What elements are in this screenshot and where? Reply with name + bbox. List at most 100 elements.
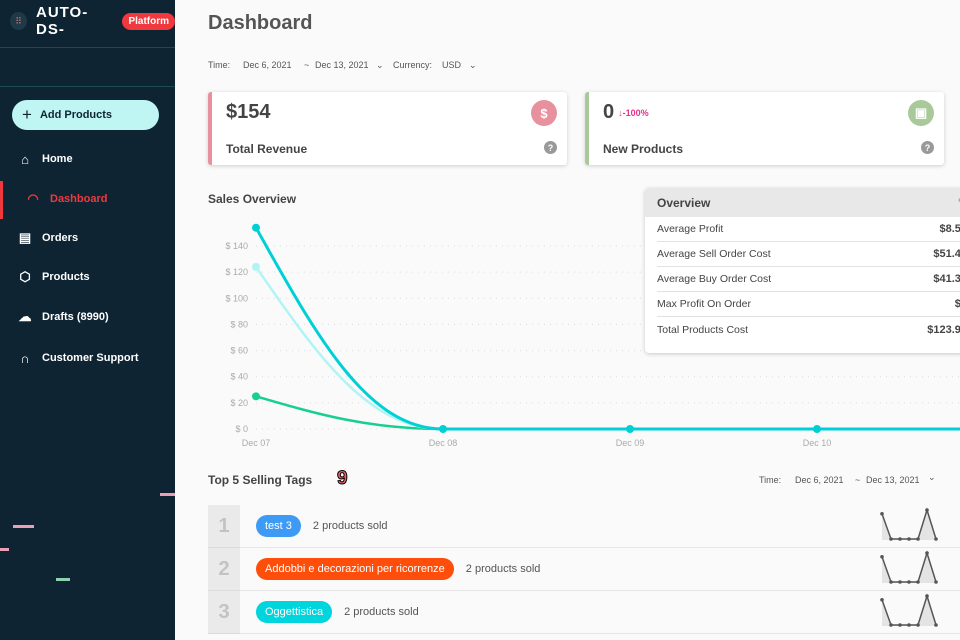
chevron-down-icon[interactable]: ⌄ — [376, 60, 384, 70]
plus-icon: + — [22, 105, 32, 124]
sparkline-point — [907, 580, 911, 584]
sparkline-point — [880, 554, 884, 559]
overview-row-value: $51.43 — [933, 248, 960, 260]
add-products-label: Add Products — [39, 109, 113, 121]
sidebar-item-home[interactable]: ⌂ Home — [0, 148, 175, 170]
y-tick-label: $ 0 — [235, 424, 248, 434]
tag-pill[interactable]: Oggettistica — [256, 601, 333, 623]
home-icon: ⌂ — [21, 151, 29, 167]
rank-number: 3 — [208, 590, 240, 634]
sidebar-item-orders[interactable]: ▤ Orders — [0, 227, 175, 249]
tags-date-separator: ~ — [855, 475, 861, 485]
end-date[interactable]: Dec 13, 2021 — [315, 60, 369, 70]
box-icon: ▣ — [908, 100, 934, 126]
tag-pill[interactable]: Addobbi e decorazioni per ricorrenze — [256, 558, 454, 580]
x-tick-label: Dec 09 — [616, 438, 645, 448]
platform-badge: Platform — [122, 12, 175, 30]
currency-select[interactable]: USD — [442, 60, 462, 70]
start-date[interactable]: Dec 6, 2021 — [243, 60, 292, 70]
products-sold: 2 products sold — [312, 520, 388, 532]
help-icon[interactable]: ? — [921, 141, 934, 154]
clipboard-icon: ▤ — [18, 230, 32, 245]
overview-row-value: $41.32 — [933, 273, 960, 285]
marker-number: 9 — [337, 468, 349, 490]
tag-row: 2 Addobbi e decorazioni per ricorrenze 2… — [208, 547, 960, 591]
currency-label: Currency: — [393, 60, 433, 70]
data-point — [813, 425, 821, 433]
nav-label: Dashboard — [50, 193, 108, 205]
apps-grid-icon[interactable]: ⠿ — [10, 12, 27, 30]
x-tick-label: Dec 10 — [803, 438, 832, 448]
overview-row-value: $123.97 — [927, 323, 960, 336]
sparkline-point — [916, 623, 920, 627]
overview-row-label: Total Products Cost — [657, 323, 749, 336]
decoration — [0, 548, 9, 551]
overview-row-label: Max Profit On Order — [657, 298, 751, 310]
sparkline-point — [907, 537, 911, 541]
chevron-down-icon[interactable]: ⌄ — [928, 472, 936, 482]
change-indicator: ↓-100% — [618, 107, 649, 118]
x-tick-label: Dec 08 — [429, 438, 458, 448]
y-tick-label: $ 60 — [230, 346, 248, 356]
sparkline-point — [898, 580, 902, 584]
nav-label: Home — [42, 153, 73, 165]
overview-row: Average Buy Order Cost $41.32 — [657, 267, 960, 292]
sparkline-area — [882, 510, 936, 540]
nav-label: Drafts (8990) — [42, 311, 109, 323]
decoration — [13, 525, 34, 528]
gauge-icon: ◠ — [27, 191, 39, 206]
sidebar-item-drafts[interactable]: ☁ Drafts (8990) — [0, 306, 175, 328]
overview-row-value: $0 — [954, 298, 960, 310]
sidebar-item-products[interactable]: ⬡ Products — [0, 266, 175, 288]
cloud-upload-icon: ☁ — [18, 309, 32, 324]
tag-pill[interactable]: test 3 — [256, 515, 301, 537]
y-tick-label: $ 140 — [225, 241, 248, 251]
y-tick-label: $ 100 — [225, 293, 248, 303]
sparkline-area — [882, 596, 936, 626]
tag-row: 1 test 3 2 products sold — [208, 504, 960, 548]
sidebar-item-customer-support[interactable]: ∩ Customer Support — [0, 347, 175, 369]
sparkline — [880, 593, 938, 627]
logo-text: AUTO-DS- — [35, 4, 89, 38]
nav-label: Customer Support — [42, 352, 139, 364]
dollar-icon: $ — [531, 100, 557, 126]
sidebar: ⠿ AUTO-DS- Platform + Add Products ⌂ Home … — [0, 0, 175, 640]
tags-start-date[interactable]: Dec 6, 2021 — [795, 475, 844, 485]
add-products-button[interactable]: + Add Products — [12, 100, 159, 130]
data-point — [252, 223, 260, 232]
tags-end-date[interactable]: Dec 13, 2021 — [866, 475, 920, 485]
tag-row: 3 Oggettistica 2 products sold — [208, 590, 960, 634]
sparkline-point — [880, 597, 884, 602]
rank-number: 1 — [208, 504, 240, 548]
pencil-icon[interactable]: ✎ — [958, 196, 960, 209]
sparkline-point — [925, 594, 929, 598]
overview-row-label: Average Buy Order Cost — [657, 273, 772, 285]
help-icon[interactable]: ? — [544, 141, 557, 154]
overview-title: Overview — [657, 195, 711, 210]
series-line-0 — [254, 226, 960, 431]
tags-time-label: Time: — [759, 475, 782, 485]
card-accent — [585, 92, 589, 165]
sparkline-point — [925, 508, 929, 512]
overview-row-value: $8.57 — [939, 223, 960, 235]
y-tick-label: $ 40 — [230, 372, 248, 382]
y-tick-label: $ 120 — [225, 267, 248, 277]
card-value-number: 0 — [603, 101, 615, 123]
nav-label: Products — [42, 271, 90, 283]
sidebar-item-dashboard[interactable]: ◠ Dashboard — [0, 188, 175, 210]
series-line-2 — [255, 395, 960, 431]
rank-number: 2 — [208, 547, 240, 591]
overview-row-label: Average Sell Order Cost — [657, 248, 771, 260]
decoration — [56, 578, 70, 581]
sparkline-point — [934, 623, 938, 627]
sparkline-point — [889, 537, 893, 541]
headset-icon: ∩ — [20, 350, 30, 366]
chevron-down-icon[interactable]: ⌄ — [469, 60, 477, 70]
overview-panel: Overview ✎ Average Profit $8.57 Average Sel… — [645, 188, 960, 353]
data-point — [439, 425, 447, 433]
sparkline-point — [916, 537, 920, 541]
sparkline-point — [898, 537, 902, 541]
overview-row: Max Profit On Order $0 — [657, 292, 960, 317]
sparkline-point — [898, 623, 902, 627]
new-products-card: 0 ↓-100% ▣ New Products ? — [585, 92, 944, 165]
